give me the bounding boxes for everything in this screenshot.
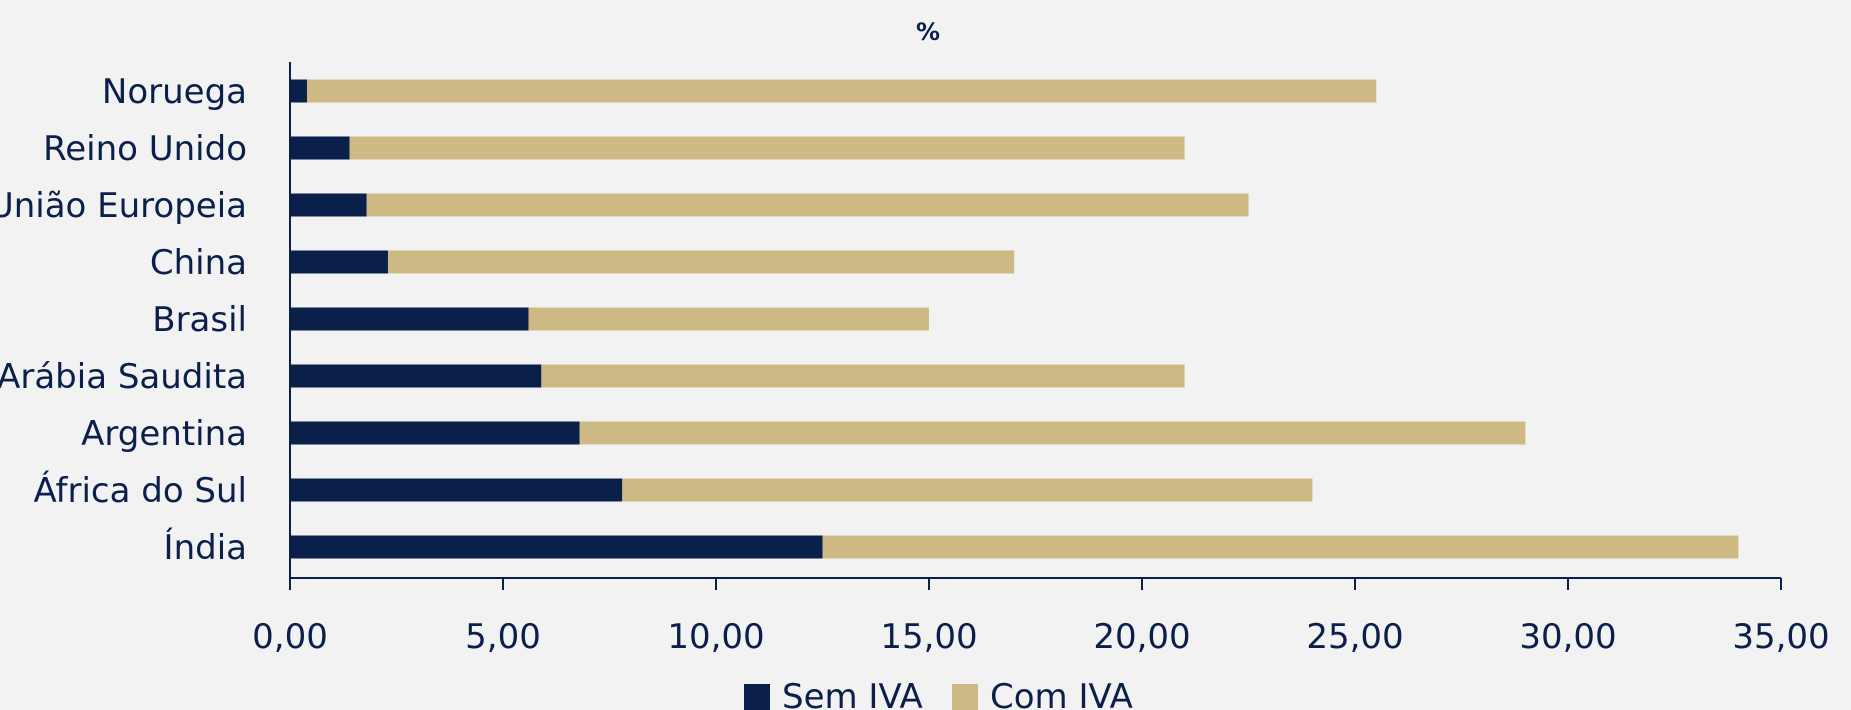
x-tick-label: 0,00 [252, 617, 328, 657]
category-label: União Europeia [0, 186, 247, 226]
bar-sem-iva-reino-unido [290, 136, 350, 160]
bar-com-iva-arabia-saudita [541, 364, 1185, 388]
x-tick-labels: 0,00 5,00 10,00 15,00 20,00 25,00 30,00 35,00 [252, 617, 1830, 657]
category-label: Reino Unido [43, 129, 247, 169]
x-tick-label: 15,00 [880, 617, 977, 657]
legend: Sem IVA Com IVA [744, 677, 1133, 710]
bar-com-iva-reino-unido [349, 136, 1185, 160]
category-labels: Noruega Reino Unido União Europeia China Bra… [0, 72, 247, 568]
x-tick-label: 10,00 [667, 617, 764, 657]
x-tick-label: 25,00 [1306, 617, 1403, 657]
bar-sem-iva-africa-do-sul [290, 478, 623, 502]
category-label: Argentina [81, 414, 247, 454]
category-label: África do Sul [33, 470, 247, 511]
legend-swatch-com-iva [952, 684, 978, 710]
bar-com-iva-china [387, 250, 1015, 274]
bar-sem-iva-argentina [290, 421, 580, 445]
bar-com-iva-africa-do-sul [622, 478, 1313, 502]
bar-com-iva-argentina [579, 421, 1526, 445]
legend-label: Sem IVA [782, 677, 923, 710]
category-label: Brasil [152, 300, 247, 340]
bar-sem-iva-india [290, 535, 823, 559]
x-tick-label: 20,00 [1093, 617, 1190, 657]
legend-swatch-sem-iva [744, 684, 770, 710]
category-label: Noruega [102, 72, 247, 112]
axes-group [289, 62, 1782, 590]
bar-sem-iva-brasil [290, 307, 529, 331]
bar-sem-iva-china [290, 250, 388, 274]
bar-com-iva-uniao-europeia [366, 193, 1249, 217]
x-tick-label: 5,00 [465, 617, 541, 657]
chart-subtitle: % [916, 18, 940, 46]
bar-com-iva-brasil [528, 307, 929, 331]
x-tick-label: 30,00 [1519, 617, 1616, 657]
category-label: China [150, 243, 247, 283]
bar-sem-iva-arabia-saudita [290, 364, 542, 388]
x-tick-label: 35,00 [1732, 617, 1829, 657]
bar-sem-iva-uniao-europeia [290, 193, 367, 217]
category-label: Arábia Saudita [0, 357, 247, 397]
bar-sem-iva-noruega [290, 79, 308, 103]
bars-group [290, 79, 1739, 559]
bar-com-iva-noruega [307, 79, 1377, 103]
legend-label: Com IVA [990, 677, 1133, 710]
category-label: Índia [164, 527, 247, 568]
bar-com-iva-india [822, 535, 1739, 559]
